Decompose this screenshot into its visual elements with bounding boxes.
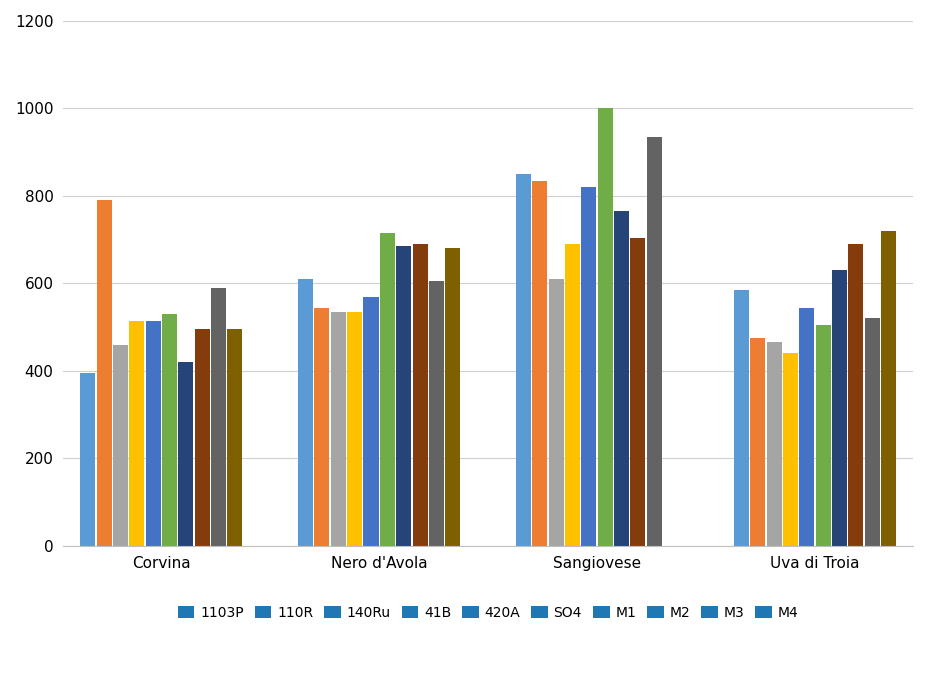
Bar xyxy=(298,279,312,546)
Bar xyxy=(195,330,210,546)
Bar xyxy=(379,233,394,546)
Bar xyxy=(629,238,645,546)
Bar xyxy=(515,174,530,546)
Bar xyxy=(614,211,629,546)
Bar xyxy=(129,321,144,546)
Bar xyxy=(782,353,797,546)
Bar xyxy=(565,244,579,546)
Bar xyxy=(445,249,460,546)
Bar xyxy=(113,345,128,546)
Bar xyxy=(798,308,813,546)
Bar xyxy=(749,338,765,546)
Bar xyxy=(532,180,547,546)
Bar xyxy=(161,314,177,546)
Bar xyxy=(880,231,895,546)
Bar xyxy=(363,296,378,546)
Bar xyxy=(413,244,427,546)
Bar xyxy=(646,137,661,546)
Bar xyxy=(96,200,111,546)
Bar xyxy=(330,312,346,546)
Bar xyxy=(227,330,242,546)
Bar xyxy=(80,373,95,546)
Bar xyxy=(178,362,193,546)
Bar xyxy=(733,290,748,546)
Bar xyxy=(396,247,411,546)
Bar xyxy=(210,288,226,546)
Legend: 1103P, 110R, 140Ru, 41B, 420A, SO4, M1, M2, M3, M4: 1103P, 110R, 140Ru, 41B, 420A, SO4, M1, … xyxy=(172,600,803,625)
Bar xyxy=(314,308,329,546)
Bar xyxy=(347,312,362,546)
Bar xyxy=(815,325,830,546)
Bar xyxy=(847,244,862,546)
Bar xyxy=(597,108,612,546)
Bar xyxy=(766,343,781,546)
Bar xyxy=(831,270,846,546)
Bar xyxy=(428,281,443,546)
Bar xyxy=(146,321,160,546)
Bar xyxy=(580,187,596,546)
Bar xyxy=(864,319,879,546)
Bar xyxy=(548,279,563,546)
